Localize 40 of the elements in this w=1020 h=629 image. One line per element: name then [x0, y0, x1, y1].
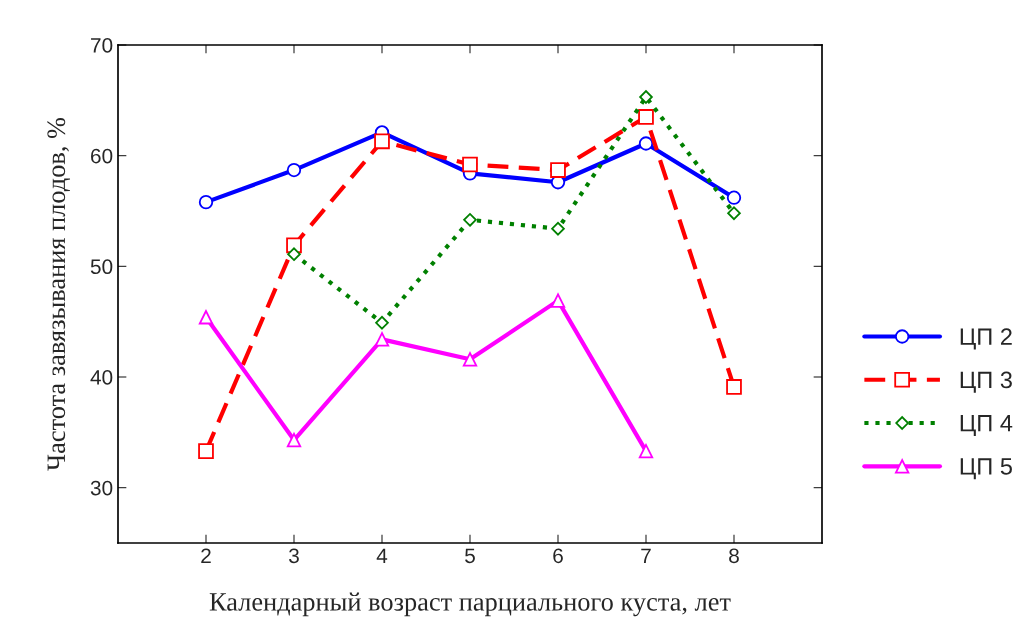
y-axis-title: Частота завязывания плодов, % — [47, 117, 71, 471]
legend-label: ЦП 4 — [960, 415, 1013, 436]
y-tick-label: 60 — [91, 148, 113, 164]
point — [198, 443, 214, 459]
y-tick-label: 70 — [91, 38, 113, 53]
point — [374, 332, 390, 347]
legend-label: ЦП 2 — [960, 328, 1012, 350]
point — [551, 221, 565, 236]
point — [286, 162, 302, 178]
point — [287, 247, 301, 261]
x-tick-label: 4 — [376, 548, 388, 563]
point — [638, 109, 654, 125]
point — [198, 194, 214, 210]
x-tick-label: 2 — [201, 548, 211, 563]
x-tick-label: 5 — [465, 548, 475, 564]
point — [463, 213, 477, 227]
y-tick-label: 40 — [90, 370, 113, 385]
x-tick-label: 3 — [289, 548, 299, 564]
x-tick-label: 7 — [641, 548, 651, 563]
point — [198, 310, 214, 325]
point — [286, 432, 302, 448]
y-tick-label: 50 — [90, 259, 113, 275]
legend-label: ЦП 5 — [960, 458, 1012, 480]
point — [726, 379, 742, 395]
point — [727, 206, 741, 221]
x-axis-title: Календарный возраст парциального куста, лет — [209, 592, 731, 617]
point — [726, 190, 742, 205]
point — [550, 293, 566, 308]
point — [462, 352, 478, 367]
point — [638, 443, 654, 459]
point — [462, 156, 478, 173]
legend-label: ЦП 3 — [960, 371, 1012, 393]
point — [638, 136, 654, 151]
x-tick-label: 8 — [729, 548, 739, 564]
x-tick-label: 6 — [553, 548, 563, 564]
point — [374, 133, 390, 150]
y-tick-label: 30 — [90, 480, 113, 496]
point — [375, 315, 389, 330]
point — [639, 90, 653, 104]
point — [550, 162, 566, 178]
